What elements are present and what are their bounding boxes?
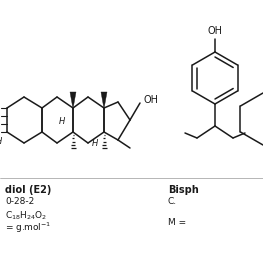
Text: diol (E2): diol (E2) bbox=[5, 185, 51, 195]
Text: $\mathregular{C_{18}H_{24}O_2}$: $\mathregular{C_{18}H_{24}O_2}$ bbox=[5, 209, 47, 221]
Text: OH: OH bbox=[208, 26, 222, 36]
Text: H: H bbox=[92, 139, 98, 148]
Text: H: H bbox=[0, 138, 2, 146]
Polygon shape bbox=[101, 92, 107, 108]
Text: OH: OH bbox=[143, 95, 158, 105]
Text: 0-28-2: 0-28-2 bbox=[5, 197, 34, 206]
Text: H: H bbox=[59, 118, 65, 127]
Polygon shape bbox=[70, 92, 76, 108]
Text: M =: M = bbox=[168, 218, 186, 227]
Text: Bisph: Bisph bbox=[168, 185, 199, 195]
Text: C.: C. bbox=[168, 197, 177, 206]
Text: = g.mol$\mathregular{^{-1}}$: = g.mol$\mathregular{^{-1}}$ bbox=[5, 221, 51, 235]
